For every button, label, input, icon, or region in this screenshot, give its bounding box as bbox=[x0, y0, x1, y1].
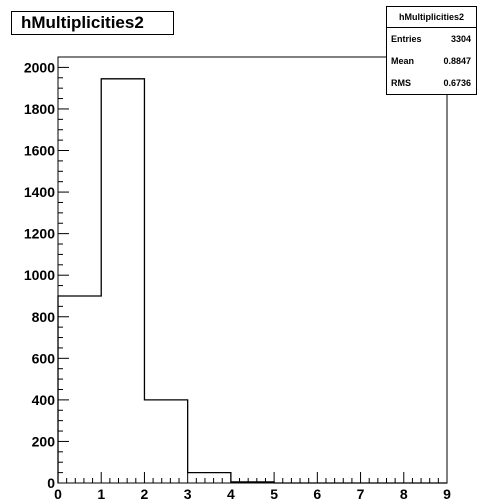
y-tick-label: 1800 bbox=[24, 101, 55, 117]
stats-value: 0.6736 bbox=[443, 78, 471, 88]
y-tick-label: 800 bbox=[32, 309, 56, 325]
stats-label: Mean bbox=[391, 56, 415, 66]
stats-row-entries: Entries 3304 bbox=[387, 28, 476, 50]
stats-row-rms: RMS 0.6736 bbox=[387, 72, 476, 94]
histogram-bin bbox=[231, 482, 274, 483]
stats-box: hMultiplicities2 Entries 3304 Mean 0.884… bbox=[386, 6, 477, 95]
x-tick-label: 4 bbox=[227, 486, 235, 501]
histogram-bin bbox=[144, 400, 187, 483]
stats-label: Entries bbox=[391, 34, 422, 44]
y-tick-label: 400 bbox=[32, 392, 56, 408]
histogram-bin bbox=[188, 473, 231, 483]
chart-title: hMultiplicities2 bbox=[11, 11, 174, 35]
y-axis-ticks bbox=[58, 56, 69, 484]
stats-value: 3304 bbox=[450, 34, 471, 44]
x-axis-tick-labels: 0 1 2 3 4 5 6 7 8 9 bbox=[54, 486, 451, 501]
x-tick-label: 2 bbox=[141, 486, 149, 501]
y-tick-label: 0 bbox=[47, 475, 55, 491]
x-tick-label: 7 bbox=[357, 486, 365, 501]
x-tick-label: 1 bbox=[97, 486, 105, 501]
stats-row-mean: Mean 0.8847 bbox=[387, 50, 476, 72]
histogram-bin bbox=[58, 296, 101, 483]
y-tick-label: 1600 bbox=[24, 143, 55, 159]
y-tick-label: 1200 bbox=[24, 226, 55, 242]
x-tick-label: 6 bbox=[313, 486, 321, 501]
stats-value: 0.8847 bbox=[443, 56, 471, 66]
x-tick-label: 0 bbox=[54, 486, 62, 501]
plot-frame bbox=[57, 56, 448, 484]
y-tick-label: 1000 bbox=[24, 267, 55, 283]
y-tick-label: 2000 bbox=[24, 59, 55, 75]
histogram-group bbox=[57, 78, 447, 484]
x-tick-label: 8 bbox=[400, 486, 408, 501]
y-tick-label: 1400 bbox=[24, 184, 55, 200]
stats-title: hMultiplicities2 bbox=[387, 7, 476, 28]
y-tick-label: 600 bbox=[32, 350, 56, 366]
x-tick-label: 9 bbox=[443, 486, 451, 501]
histogram-bin bbox=[101, 79, 144, 483]
chart-title-text: hMultiplicities2 bbox=[21, 13, 144, 32]
plot-frame-group bbox=[57, 56, 448, 484]
y-axis-tick-labels: 0 200 400 600 800 1000 1200 1400 1600 1800 2000 bbox=[24, 59, 55, 491]
stats-label: RMS bbox=[391, 78, 411, 88]
y-tick-label: 200 bbox=[32, 433, 56, 449]
x-tick-label: 3 bbox=[184, 486, 192, 501]
x-axis-ticks bbox=[57, 472, 448, 483]
x-tick-label: 5 bbox=[270, 486, 278, 501]
histogram-outline bbox=[57, 78, 447, 484]
